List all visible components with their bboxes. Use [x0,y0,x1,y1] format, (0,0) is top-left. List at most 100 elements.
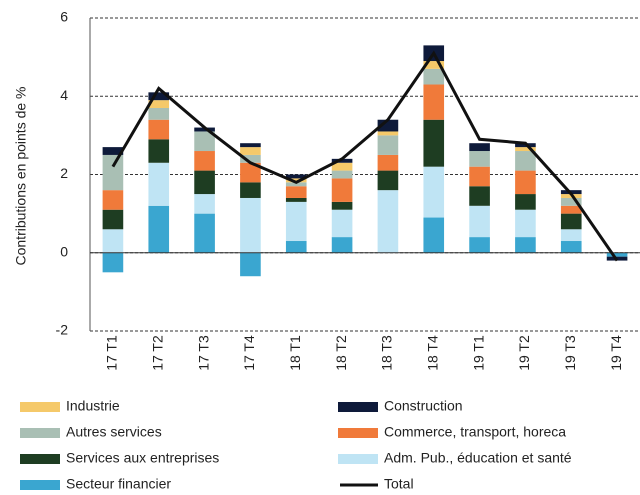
bar-segment [285,197,307,202]
bar-segment [423,166,445,218]
bar-segment [423,84,445,120]
bar-segment [194,151,215,171]
bar-segment [423,217,445,253]
bar-segment [240,143,261,148]
legend-label: Secteur financier [66,476,171,492]
bar-segment [331,209,353,238]
bar-segment [285,241,307,253]
bar-segment [194,127,215,132]
bar-segment [194,170,215,195]
bar-segment [515,209,536,238]
bar-segment [194,131,215,152]
bar-segment [515,237,536,253]
x-tick-label: 19 T1 [470,335,486,371]
bar-segment [331,170,353,179]
y-tick-label: 0 [60,243,68,259]
bar-segment [148,92,170,101]
bar-segment [423,119,445,167]
bar-segment [331,158,353,163]
bar-segment [469,237,490,253]
bar-segment [148,107,170,120]
x-tick-label: 17 T4 [241,335,257,371]
x-tick-label: 19 T2 [516,335,532,371]
bar-segment [240,147,261,155]
bar-segment [331,178,353,202]
bar-segment [240,162,261,183]
bar-segment [194,213,215,253]
x-tick-label: 18 T4 [424,335,440,371]
bar-segment [285,186,307,198]
bar-segment [515,151,536,171]
bar-segment [102,252,124,273]
legend-swatch [20,454,60,464]
bar-segment [377,135,399,155]
legend-label: Commerce, transport, horeca [384,424,566,440]
bar-segment [194,194,215,214]
bar-segment [331,162,353,171]
bar-segment [148,162,170,206]
y-tick-label: -2 [56,322,69,338]
bar-segment [560,197,582,206]
x-tick-label: 18 T1 [287,335,303,371]
bar-segment [377,119,399,132]
bar-segment [560,205,582,214]
y-tick-label: 6 [60,9,68,25]
bar-segment [148,100,170,108]
bar-segment [102,154,124,191]
bar-segment [377,154,399,171]
x-tick-label: 18 T2 [333,335,349,371]
x-tick-label: 17 T3 [195,335,211,371]
bar-segment [285,174,307,179]
legend-swatch [338,428,378,438]
bar-segment [285,201,307,242]
bar-segment [240,154,261,163]
legend-label: Construction [384,398,463,414]
bar-segment [102,209,124,230]
y-tick-label: 4 [60,87,68,103]
bar-segment [606,252,628,257]
bar-segment [469,143,490,152]
bar-segment [377,131,399,136]
bar-segment [469,166,490,187]
bar-segment [515,194,536,210]
bar-segment [102,147,124,155]
bar-segment [515,170,536,195]
bar-segment [285,178,307,183]
legend-swatch [20,428,60,438]
bar-segment [469,205,490,238]
bar-segment [423,61,445,69]
bar-segment [240,182,261,198]
bar-segment [377,170,399,191]
bar-segment [331,237,353,253]
y-tick-label: 2 [60,165,68,181]
legend-label: Services aux entreprises [66,450,219,466]
bar-segment [102,229,124,253]
x-tick-label: 19 T3 [562,335,578,371]
bar-segment [469,151,490,167]
bar-segment [469,186,490,206]
x-tick-label: 17 T2 [149,335,165,371]
bar-segment [148,139,170,163]
legend-swatch [20,402,60,412]
bar-segment [515,147,536,152]
bar-segment [102,190,124,210]
bar-segment [331,201,353,210]
x-tick-label: 19 T4 [608,335,624,371]
y-axis-label: Contributions en points de % [13,87,29,266]
x-tick-label: 17 T1 [104,335,120,371]
bar-segment [148,205,170,253]
bar-segment [240,197,261,253]
legend-label: Total [384,476,414,492]
bar-segment [377,190,399,253]
legend-swatch [338,454,378,464]
x-tick-label: 18 T3 [379,335,395,371]
legend-swatch [338,402,378,412]
bar-segment [285,182,307,187]
legend-label: Autres services [66,424,162,440]
bar-segment [423,68,445,85]
bar-segment [240,252,261,277]
bar-segment [560,213,582,230]
total-line [111,50,619,262]
bar-segment [148,119,170,140]
legend-label: Industrie [66,398,120,414]
